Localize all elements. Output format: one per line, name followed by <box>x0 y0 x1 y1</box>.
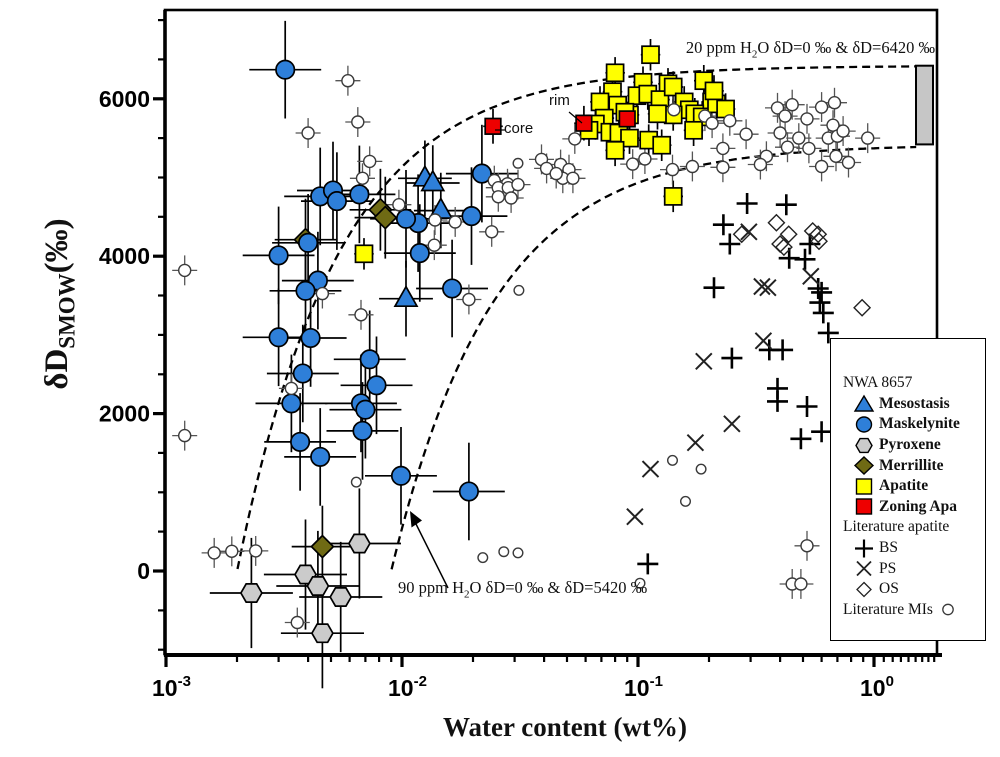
legend-header: Literature apatite <box>843 518 950 536</box>
legend-item-merrillite: Merrillite <box>831 455 985 476</box>
series-maskelynite <box>268 59 492 502</box>
label-rim: rim <box>549 92 570 109</box>
series-zoning <box>484 110 636 135</box>
curve-mixing-20ppm <box>236 65 917 570</box>
x-axis-ticks <box>164 655 936 667</box>
y-axis-title-unit: (‰) <box>39 218 75 274</box>
diamond-icon <box>849 456 879 476</box>
x-icon <box>849 559 879 578</box>
legend-header: NWA 8657 <box>843 374 913 392</box>
circle-icon <box>849 415 879 434</box>
series-bs <box>637 193 839 575</box>
annotation-arrow-line <box>413 519 449 589</box>
annotation-arrow-head <box>410 511 422 528</box>
error-bars-pyroxene <box>209 488 401 689</box>
y-axis-title: δDSMOW(‰) <box>39 154 85 454</box>
y-axis-title-sub: SMOW <box>54 273 80 349</box>
y-tick-label: 2000 <box>99 401 150 427</box>
plot-legend: NWA 8657 Mesostasis Maskelynite Pyroxene Mer… <box>830 338 986 641</box>
reservoir-range-bar <box>915 64 934 146</box>
x-tick-label: 10-3 <box>152 673 191 701</box>
legend-item-os: OS <box>831 579 985 600</box>
legend-item-zoning-apa: Zoning Apa <box>831 497 985 518</box>
annotation-20ppm-curve: 20 ppm H2O δD=0 ‰ & δD=6420 ‰ <box>685 38 935 61</box>
plus-icon <box>849 539 879 558</box>
y-axis-title-main: δD <box>39 348 75 390</box>
legend-item-apatite: Apatite <box>831 476 985 497</box>
triangle-icon <box>849 394 879 413</box>
x-axis-title: Water content (wt%) <box>443 712 687 742</box>
series-mesostasis <box>393 164 454 308</box>
rim-pointer-line <box>568 111 583 124</box>
square-icon <box>849 477 879 496</box>
square-icon <box>849 497 879 516</box>
diamond-open-icon <box>849 580 879 599</box>
curve-mixing-90ppm <box>390 145 917 570</box>
series-ps <box>626 223 820 526</box>
legend-item-bs: BS <box>831 538 985 559</box>
error-bars-maskelynite <box>242 20 518 541</box>
y-tick-label: 4000 <box>99 243 150 269</box>
legend-item-maskelynite: Maskelynite <box>831 414 985 435</box>
legend-item-pyroxene: Pyroxene <box>831 435 985 456</box>
series-mis <box>177 73 875 630</box>
legend-item-literature-mis: Literature MIs <box>831 600 985 621</box>
y-tick-label: 0 <box>137 558 150 584</box>
hexagon-icon <box>849 436 879 455</box>
legend-item-mesostasis: Mesostasis <box>831 394 985 415</box>
series-pyroxene <box>239 533 371 644</box>
x-tick-label: 100 <box>860 673 894 701</box>
circle-open-icon <box>933 600 963 619</box>
x-tick-label: 10-1 <box>624 673 663 701</box>
legend-item-ps: PS <box>831 558 985 579</box>
y-tick-label: 6000 <box>99 86 150 112</box>
series-os <box>732 213 872 317</box>
x-tick-label: 10-2 <box>388 673 427 701</box>
label-core: core <box>504 120 534 137</box>
annotation-90ppm-curve: 90 ppm H2O δD=0 ‰ & δD=5420 ‰ <box>398 578 648 601</box>
y-axis-ticks <box>153 19 165 651</box>
